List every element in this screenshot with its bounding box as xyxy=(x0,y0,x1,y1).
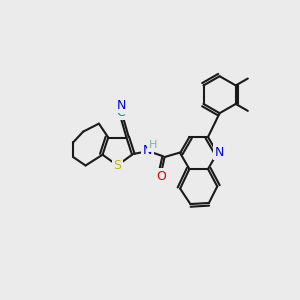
Text: S: S xyxy=(113,159,121,172)
Text: O: O xyxy=(156,170,166,183)
Text: N: N xyxy=(117,99,127,112)
Text: N: N xyxy=(215,146,224,159)
Text: H: H xyxy=(149,140,157,151)
Text: C: C xyxy=(117,106,125,118)
Text: N: N xyxy=(143,144,152,158)
